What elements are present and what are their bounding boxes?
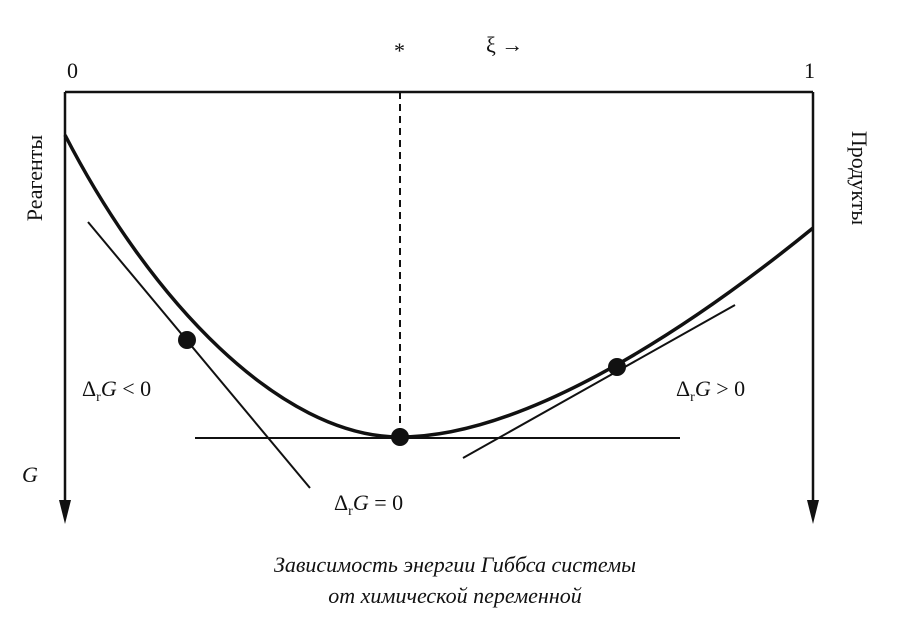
- point: [391, 428, 409, 446]
- left-arrow: [59, 500, 71, 524]
- subscript: r: [690, 390, 695, 405]
- axis-start: 0: [67, 58, 78, 83]
- caption: от химической переменной: [328, 583, 582, 608]
- axis-end: 1: [804, 58, 815, 83]
- energy-label: G: [22, 462, 38, 487]
- condition-label: ΔrG < 0: [82, 376, 151, 405]
- caption: Зависимость энергии Гиббса системы: [274, 552, 636, 577]
- symbol: G: [695, 376, 711, 401]
- equilibrium-mark: *: [394, 38, 405, 63]
- relation: > 0: [711, 376, 745, 401]
- delta: Δ: [676, 376, 690, 401]
- symbol: G: [353, 490, 369, 515]
- point: [608, 358, 626, 376]
- delta: Δ: [82, 376, 96, 401]
- side-label: Продукты: [847, 131, 872, 225]
- right-arrow: [807, 500, 819, 524]
- condition-label: ΔrG > 0: [676, 376, 745, 405]
- point: [178, 331, 196, 349]
- delta: Δ: [334, 490, 348, 515]
- coordinate-label: ξ →: [486, 32, 523, 57]
- symbol: G: [101, 376, 117, 401]
- side-label: Реагенты: [22, 135, 47, 222]
- tangent-right: [462, 304, 736, 459]
- relation: < 0: [117, 376, 151, 401]
- condition-label: ΔrG = 0: [334, 490, 403, 519]
- subscript: r: [96, 390, 101, 405]
- tangent-left: [87, 221, 311, 489]
- subscript: r: [348, 504, 353, 519]
- axes: [59, 90, 819, 524]
- relation: = 0: [369, 490, 403, 515]
